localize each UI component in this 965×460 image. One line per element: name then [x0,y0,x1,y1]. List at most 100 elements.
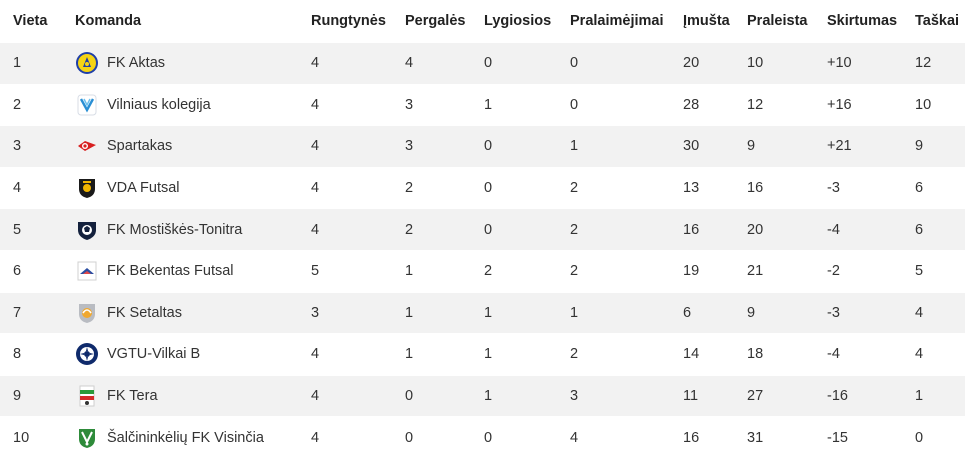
cell-points: 10 [915,96,932,113]
team-name-link[interactable]: FK Bekentas Futsal [107,263,234,280]
cell-difference: -15 [827,429,848,446]
cell-goals-against: 10 [747,55,764,72]
cell-difference: -3 [827,180,840,197]
cell-draws: 1 [484,346,493,363]
aktas-crest-icon [75,51,99,75]
team-name-link[interactable]: Spartakas [107,138,173,155]
table-row[interactable]: 1 4 4 0 0 20 10 +10 12 FK Aktas [0,43,965,85]
team-name-link[interactable]: FK Aktas [107,55,166,72]
cell-goals-against: 21 [747,263,764,280]
header-played[interactable]: Rungtynės [311,13,386,29]
table-row[interactable]: 10 4 0 0 4 16 31 -15 0 Šalčininkėlių FK Visinčia [0,417,965,459]
cell-team[interactable]: FK Bekentas Futsal [75,251,234,292]
cell-goals-against: 27 [747,388,764,405]
cell-draws: 0 [484,429,493,446]
header-losses[interactable]: Pralaimėjimai [570,13,664,29]
bekentas-crest-icon [75,259,99,283]
cell-draws: 1 [484,388,493,405]
cell-team[interactable]: FK Aktas [75,43,165,84]
cell-position: 6 [13,263,22,280]
cell-draws: 0 [484,221,493,238]
header-goals-for[interactable]: Įmušta [683,13,730,29]
visincia-crest-icon [75,426,99,450]
setaltas-crest-icon [75,301,99,325]
cell-team[interactable]: FK Tera [75,376,158,417]
table-row[interactable]: 3 4 3 0 1 30 9 +21 9 Spartakas [0,126,965,168]
cell-team[interactable]: Spartakas [75,126,172,167]
table-row[interactable]: 2 4 3 1 0 28 12 +16 10 Vilniaus kolegija [0,84,965,127]
team-name-link[interactable]: FK Setaltas [107,304,182,321]
team-name-link[interactable]: FK Mostiškės-Tonitra [107,221,243,238]
cell-difference: -16 [827,388,848,405]
cell-losses: 1 [570,304,579,321]
cell-team[interactable]: FK Mostiškės-Tonitra [75,209,242,250]
kolegija-crest-icon [75,93,99,117]
cell-points: 1 [915,388,924,405]
cell-goals-for: 11 [683,388,699,405]
cell-losses: 1 [570,138,579,155]
header-draws[interactable]: Lygiosios [484,13,552,29]
cell-team[interactable]: FK Setaltas [75,293,182,334]
header-wins[interactable]: Pergalės [405,13,466,29]
header-goals-against[interactable]: Praleista [747,13,808,29]
team-name-link[interactable]: FK Tera [107,388,158,405]
team-name-link[interactable]: VDA Futsal [107,180,180,197]
cell-played: 4 [311,96,320,113]
cell-played: 3 [311,304,320,321]
cell-draws: 0 [484,55,493,72]
cell-team[interactable]: Vilniaus kolegija [75,85,211,126]
cell-played: 4 [311,55,320,72]
header-team[interactable]: Komanda [75,13,142,29]
cell-position: 1 [13,55,22,72]
cell-points: 4 [915,346,924,363]
cell-position: 5 [13,221,22,238]
cell-team[interactable]: VDA Futsal [75,168,180,209]
table-header: Vieta Komanda Rungtynės Pergalės Lygiosi… [0,0,965,43]
cell-points: 4 [915,304,924,321]
cell-position: 10 [13,429,30,446]
team-name-link[interactable]: Šalčininkėlių FK Visinčia [107,429,264,446]
cell-wins: 1 [405,263,414,280]
cell-position: 3 [13,138,22,155]
table-row[interactable]: 5 4 2 0 2 16 20 -4 6 FK Mostiškės-Tonitra [0,209,965,251]
cell-goals-for: 28 [683,96,700,113]
spartakas-crest-icon [75,134,99,158]
cell-points: 6 [915,221,924,238]
cell-points: 6 [915,180,924,197]
table-row[interactable]: 9 4 0 1 3 11 27 -16 1 FK Tera [0,375,965,418]
cell-team[interactable]: VGTU-Vilkai B [75,334,200,375]
cell-wins: 4 [405,55,414,72]
cell-goals-against: 20 [747,221,764,238]
cell-losses: 2 [570,180,579,197]
cell-points: 12 [915,55,932,72]
table-row[interactable]: 6 5 1 2 2 19 21 -2 5 FK Bekentas Futsal [0,250,965,293]
cell-wins: 3 [405,96,414,113]
cell-goals-for: 19 [683,263,700,280]
team-name-link[interactable]: Vilniaus kolegija [107,96,211,113]
cell-position: 2 [13,96,22,113]
cell-wins: 3 [405,138,414,155]
cell-losses: 2 [570,263,579,280]
cell-wins: 1 [405,346,414,363]
cell-losses: 0 [570,96,579,113]
header-position[interactable]: Vieta [13,13,48,29]
header-points[interactable]: Taškai [915,13,960,29]
cell-played: 4 [311,388,320,405]
cell-position: 4 [13,180,22,197]
cell-team[interactable]: Šalčininkėlių FK Visinčia [75,417,264,458]
team-name-link[interactable]: VGTU-Vilkai B [107,346,201,363]
header-difference[interactable]: Skirtumas [827,13,898,29]
cell-draws: 1 [484,304,493,321]
cell-wins: 2 [405,180,414,197]
cell-difference: +10 [827,55,852,72]
cell-points: 5 [915,263,924,280]
cell-played: 4 [311,180,320,197]
table-row[interactable]: 7 3 1 1 1 6 9 -3 4 FK Setaltas [0,292,965,335]
cell-goals-for: 30 [683,138,700,155]
tera-crest-icon [75,384,99,408]
table-row[interactable]: 4 4 2 0 2 13 16 -3 6 VDA Futsal [0,167,965,210]
cell-position: 7 [13,304,22,321]
cell-losses: 2 [570,346,579,363]
table-row[interactable]: 8 4 1 1 2 14 18 -4 4 VGTU-Vilkai B [0,334,965,376]
